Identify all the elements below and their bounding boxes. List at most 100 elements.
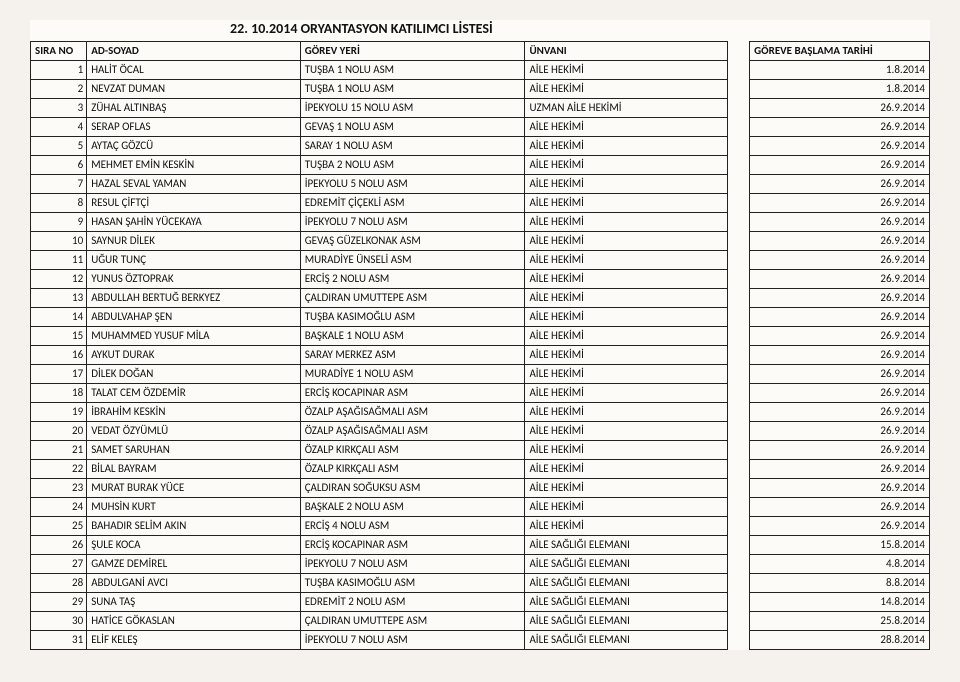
cell-gorev: İPEKYOLU 7 NOLU ASM: [300, 213, 525, 232]
cell-tarih: 26.9.2014: [750, 99, 930, 118]
cell-unvan: AİLE HEKİMİ: [525, 308, 727, 327]
cell-spacer: [727, 612, 749, 631]
cell-ad: MUHAMMED YUSUF MİLA: [87, 327, 301, 346]
col-sira: SIRA NO: [31, 42, 87, 61]
cell-sira: 6: [31, 156, 87, 175]
cell-spacer: [727, 156, 749, 175]
table-row: 23MURAT BURAK YÜCEÇALDIRAN SOĞUKSU ASMAİ…: [31, 479, 930, 498]
cell-unvan: AİLE HEKİMİ: [525, 346, 727, 365]
cell-unvan: AİLE HEKİMİ: [525, 460, 727, 479]
cell-tarih: 26.9.2014: [750, 422, 930, 441]
cell-unvan: AİLE SAĞLIĞI ELEMANI: [525, 555, 727, 574]
cell-tarih: 14.8.2014: [750, 593, 930, 612]
cell-unvan: AİLE HEKİMİ: [525, 441, 727, 460]
cell-sira: 11: [31, 251, 87, 270]
cell-spacer: [727, 460, 749, 479]
table-row: 11UĞUR TUNÇMURADİYE ÜNSELİ ASMAİLE HEKİM…: [31, 251, 930, 270]
cell-unvan: AİLE SAĞLIĞI ELEMANI: [525, 612, 727, 631]
cell-unvan: AİLE HEKİMİ: [525, 479, 727, 498]
table-row: 29SUNA TAŞEDREMİT 2 NOLU ASMAİLE SAĞLIĞI…: [31, 593, 930, 612]
cell-unvan: AİLE HEKİMİ: [525, 498, 727, 517]
cell-ad: BİLAL BAYRAM: [87, 460, 301, 479]
cell-unvan: AİLE HEKİMİ: [525, 403, 727, 422]
cell-unvan: AİLE HEKİMİ: [525, 137, 727, 156]
col-tarih: GÖREVE BAŞLAMA TARİHİ: [750, 42, 930, 61]
cell-spacer: [727, 118, 749, 137]
cell-tarih: 26.9.2014: [750, 175, 930, 194]
cell-ad: NEVZAT DUMAN: [87, 80, 301, 99]
cell-ad: ZÜHAL ALTINBAŞ: [87, 99, 301, 118]
cell-sira: 24: [31, 498, 87, 517]
cell-ad: MUHSİN KURT: [87, 498, 301, 517]
cell-tarih: 26.9.2014: [750, 346, 930, 365]
table-row: 14ABDULVAHAP ŞENTUŞBA KASIMOĞLU ASMAİLE …: [31, 308, 930, 327]
cell-ad: GAMZE DEMİREL: [87, 555, 301, 574]
col-unvan: ÜNVANI: [525, 42, 727, 61]
cell-sira: 23: [31, 479, 87, 498]
cell-sira: 7: [31, 175, 87, 194]
cell-unvan: AİLE HEKİMİ: [525, 156, 727, 175]
cell-tarih: 8.8.2014: [750, 574, 930, 593]
cell-ad: HAZAL SEVAL YAMAN: [87, 175, 301, 194]
table-row: 2NEVZAT DUMANTUŞBA 1 NOLU ASMAİLE HEKİMİ…: [31, 80, 930, 99]
cell-spacer: [727, 194, 749, 213]
cell-unvan: AİLE HEKİMİ: [525, 175, 727, 194]
cell-unvan: AİLE HEKİMİ: [525, 61, 727, 80]
cell-tarih: 26.9.2014: [750, 137, 930, 156]
cell-sira: 22: [31, 460, 87, 479]
cell-unvan: AİLE HEKİMİ: [525, 517, 727, 536]
cell-tarih: 1.8.2014: [750, 61, 930, 80]
cell-spacer: [727, 327, 749, 346]
cell-sira: 17: [31, 365, 87, 384]
table-row: 18TALAT CEM ÖZDEMİRERCİŞ KOCAPINAR ASMAİ…: [31, 384, 930, 403]
cell-sira: 16: [31, 346, 87, 365]
cell-spacer: [727, 213, 749, 232]
table-row: 30HATİCE GÖKASLANÇALDIRAN UMUTTEPE ASMAİ…: [31, 612, 930, 631]
cell-gorev: BAŞKALE 1 NOLU ASM: [300, 327, 525, 346]
cell-sira: 30: [31, 612, 87, 631]
col-ad: AD-SOYAD: [87, 42, 301, 61]
col-spacer: [727, 42, 749, 61]
cell-sira: 20: [31, 422, 87, 441]
cell-tarih: 15.8.2014: [750, 536, 930, 555]
cell-spacer: [727, 479, 749, 498]
table-row: 25BAHADIR SELİM AKINERCİŞ 4 NOLU ASMAİLE…: [31, 517, 930, 536]
col-gorev: GÖREV YERİ: [300, 42, 525, 61]
cell-sira: 31: [31, 631, 87, 650]
cell-ad: İBRAHİM KESKİN: [87, 403, 301, 422]
cell-sira: 12: [31, 270, 87, 289]
cell-gorev: TUŞBA KASIMOĞLU ASM: [300, 308, 525, 327]
cell-ad: UĞUR TUNÇ: [87, 251, 301, 270]
cell-unvan: AİLE HEKİMİ: [525, 384, 727, 403]
cell-tarih: 26.9.2014: [750, 365, 930, 384]
cell-tarih: 26.9.2014: [750, 327, 930, 346]
cell-tarih: 26.9.2014: [750, 517, 930, 536]
cell-spacer: [727, 593, 749, 612]
cell-gorev: ERCİŞ KOCAPINAR ASM: [300, 536, 525, 555]
cell-unvan: AİLE HEKİMİ: [525, 213, 727, 232]
cell-ad: DİLEK DOĞAN: [87, 365, 301, 384]
cell-gorev: ERCİŞ 4 NOLU ASM: [300, 517, 525, 536]
cell-unvan: AİLE HEKİMİ: [525, 232, 727, 251]
cell-tarih: 1.8.2014: [750, 80, 930, 99]
cell-sira: 18: [31, 384, 87, 403]
table-row: 10SAYNUR DİLEKGEVAŞ GÜZELKONAK ASMAİLE H…: [31, 232, 930, 251]
table-body: 1HALİT ÖCALTUŞBA 1 NOLU ASMAİLE HEKİMİ1.…: [31, 61, 930, 650]
table-row: 3ZÜHAL ALTINBAŞİPEKYOLU 15 NOLU ASMUZMAN…: [31, 99, 930, 118]
cell-unvan: AİLE HEKİMİ: [525, 327, 727, 346]
cell-unvan: AİLE HEKİMİ: [525, 194, 727, 213]
cell-spacer: [727, 270, 749, 289]
cell-spacer: [727, 574, 749, 593]
cell-tarih: 26.9.2014: [750, 251, 930, 270]
table-row: 21SAMET SARUHANÖZALP KIRKÇALI ASMAİLE HE…: [31, 441, 930, 460]
cell-gorev: TUŞBA 2 NOLU ASM: [300, 156, 525, 175]
cell-tarih: 25.8.2014: [750, 612, 930, 631]
cell-ad: AYTAÇ GÖZCÜ: [87, 137, 301, 156]
cell-spacer: [727, 308, 749, 327]
cell-sira: 9: [31, 213, 87, 232]
cell-gorev: EDREMİT 2 NOLU ASM: [300, 593, 525, 612]
cell-spacer: [727, 99, 749, 118]
cell-spacer: [727, 422, 749, 441]
cell-ad: HALİT ÖCAL: [87, 61, 301, 80]
cell-ad: VEDAT ÖZYÜMLÜ: [87, 422, 301, 441]
